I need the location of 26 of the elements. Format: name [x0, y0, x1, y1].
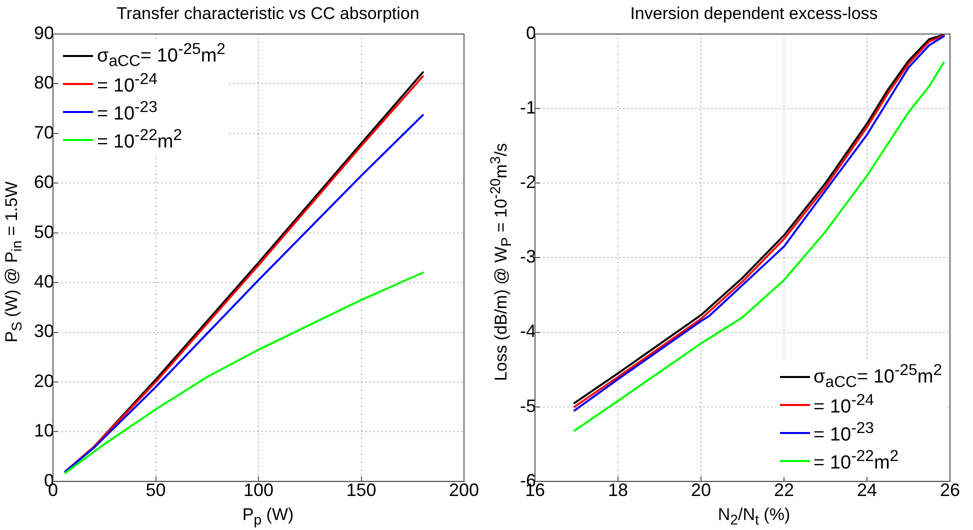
legend-label: = 10$^{-23}$	[97, 98, 158, 126]
legend-label: = 10$^{-23}$	[814, 420, 874, 447]
legend-label: = 10$^{-22}$m$^{2}$	[97, 126, 182, 154]
x-tick-label: 18	[608, 480, 628, 500]
y-tick-label: -2	[520, 172, 536, 192]
y-tick-label: -1	[520, 98, 536, 118]
x-axis-title: N$_{2}$/N$_{t}$ (%)	[716, 504, 792, 530]
x-tick-label: 26	[940, 480, 960, 500]
x-tick-label: 50	[146, 480, 166, 500]
legend-label: = 10$^{-24}$	[814, 392, 874, 419]
legend-label: σ$_{aCC}$= 10$^{-25}$m$^{2}$	[814, 362, 942, 392]
x-tick-label: 100	[243, 480, 274, 500]
x-tick-label: 200	[448, 480, 480, 500]
legend-label: = 10$^{-24}$	[97, 70, 158, 98]
x-tick-label: 20	[690, 480, 712, 500]
x-tick-label: 22	[774, 480, 794, 500]
x-tick-label: 24	[856, 480, 878, 500]
x-axis-title: P$_{p}$ (W)	[241, 504, 295, 530]
chart-title: Inversion dependent excess-loss	[629, 4, 879, 24]
y-tick-label: -4	[520, 321, 536, 342]
chart-title: Transfer characteristic vs CC absorption	[116, 4, 420, 24]
y-tick-label: 90	[34, 22, 54, 43]
legend-label: σ$_{aCC}$= 10$^{-25}$m$^{2}$	[97, 40, 226, 72]
y-tick-label: -5	[520, 396, 536, 416]
legend-label: = 10$^{-22}$m$^{2}$	[814, 448, 899, 475]
x-tick-label: 150	[346, 480, 376, 500]
